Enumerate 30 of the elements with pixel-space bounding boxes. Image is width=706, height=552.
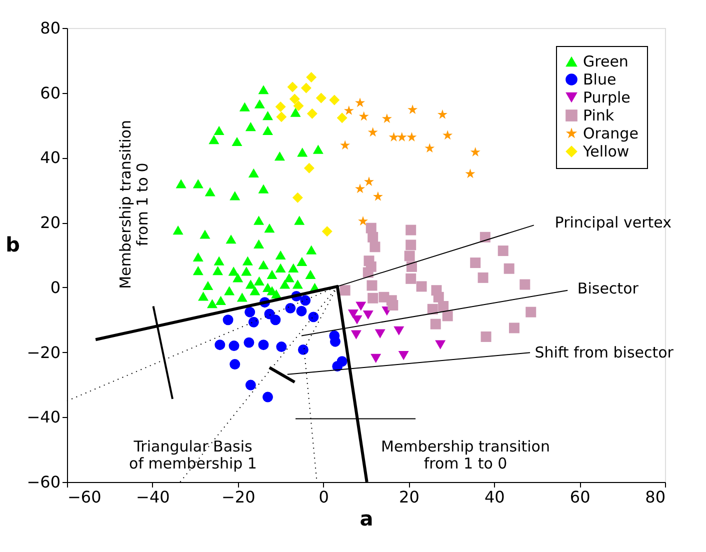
y-tick-label: −60 xyxy=(26,472,60,492)
legend-label: Orange xyxy=(583,124,638,142)
x-tick-label: 40 xyxy=(484,488,505,506)
y-tick-label: 80 xyxy=(40,18,60,38)
x-tick-label: −40 xyxy=(136,488,170,506)
y-tick-label: 60 xyxy=(40,83,60,102)
annotation: Shift from bisector xyxy=(534,343,674,362)
legend-label: Yellow xyxy=(582,142,630,160)
x-tick-label: −60 xyxy=(68,488,102,506)
legend-label: Purple xyxy=(583,88,630,106)
y-tick-label: −40 xyxy=(26,408,60,427)
annotation: Principal vertex xyxy=(554,214,672,232)
y-tick-label: −20 xyxy=(26,342,60,362)
x-tick-label: −20 xyxy=(221,488,256,506)
x-axis-title: a xyxy=(360,506,374,530)
annotation: Bisector xyxy=(577,279,640,298)
y-axis-title: b xyxy=(6,232,20,256)
x-tick-label: 0 xyxy=(318,488,329,506)
annotation: Membership transition from 1 to 0 xyxy=(381,437,550,472)
annotation: Membership transition from 1 to 0 xyxy=(116,120,152,289)
x-tick-label: 80 xyxy=(645,488,666,506)
y-tick-label: 0 xyxy=(50,278,60,297)
legend-label: Green xyxy=(583,52,628,70)
legend-label: Blue xyxy=(583,70,616,88)
legend-label: Pink xyxy=(583,106,614,124)
x-tick-label: 60 xyxy=(570,488,590,506)
x-tick-label: 20 xyxy=(399,488,420,506)
annotation: Triangular Basis of membership 1 xyxy=(129,437,257,472)
y-tick-label: 40 xyxy=(40,148,60,168)
y-tick-label: 20 xyxy=(40,213,60,232)
